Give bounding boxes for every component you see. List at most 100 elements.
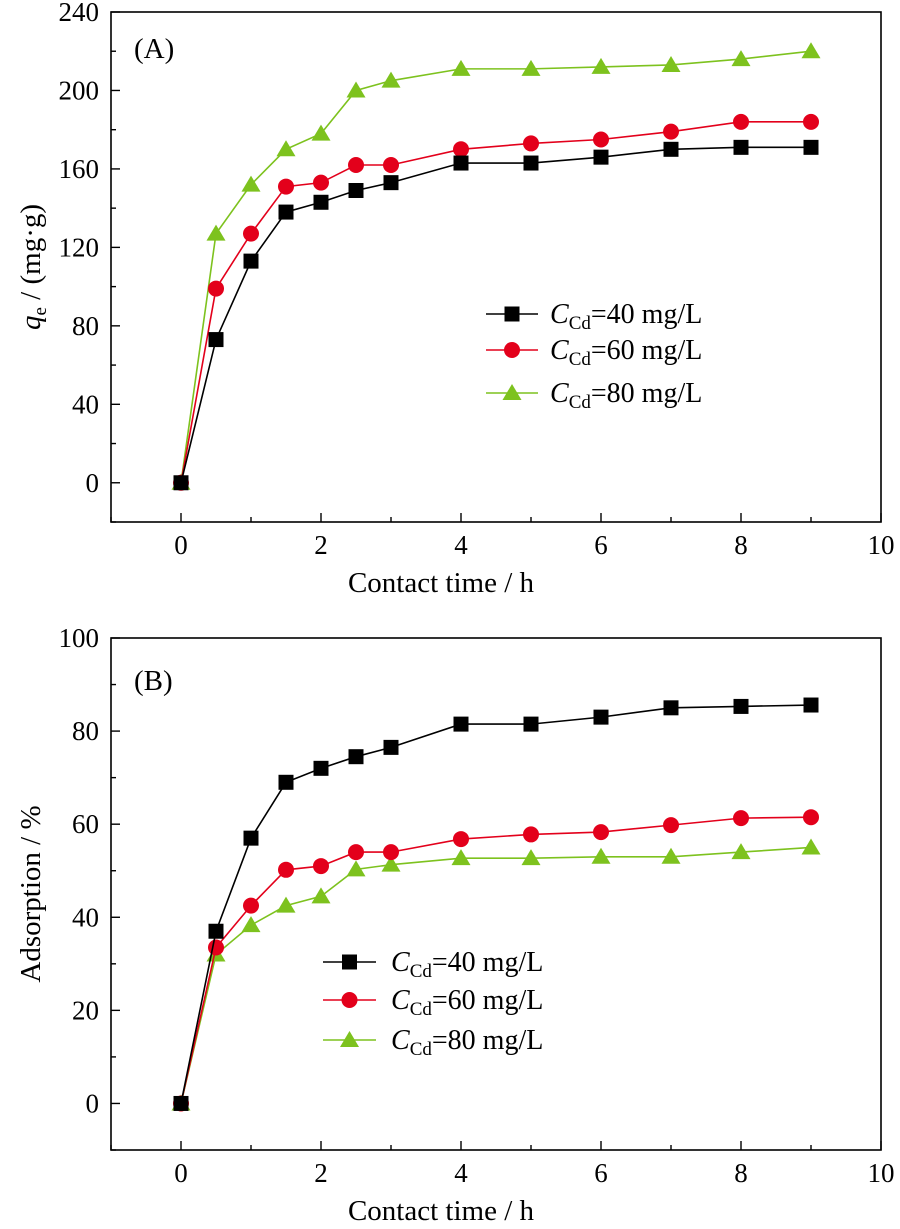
x-tick-label: 10 (868, 1158, 895, 1188)
data-point (523, 826, 539, 843)
data-point (733, 139, 749, 155)
data-point (276, 140, 296, 157)
data-point (241, 175, 261, 192)
data-point (243, 830, 259, 846)
data-point (278, 774, 294, 790)
data-point (276, 896, 296, 913)
data-point (383, 175, 399, 191)
data-point (661, 847, 681, 864)
data-point (381, 855, 401, 872)
legend-entry: CCd=80 mg/L (486, 378, 702, 413)
data-point (453, 831, 469, 848)
legend-marker (504, 342, 520, 358)
legend-entry: CCd=60 mg/L (323, 985, 543, 1020)
data-point (383, 157, 399, 173)
legend-label: CCd=80 mg/L (391, 1025, 543, 1060)
series-line (180, 121, 811, 483)
data-point (348, 749, 364, 765)
data-point (803, 809, 819, 826)
x-tick-label: 6 (594, 1158, 608, 1188)
data-point (733, 113, 749, 130)
legend-marker (502, 384, 522, 400)
legend-label: CCd=60 mg/L (550, 335, 702, 370)
data-point (208, 923, 224, 939)
series-square (173, 139, 819, 491)
y-tick-label: 60 (72, 809, 99, 839)
y-tick-label: 80 (72, 311, 99, 341)
data-point (208, 939, 224, 956)
series-triangle (171, 42, 821, 490)
y-tick-label: 20 (72, 995, 99, 1025)
legend-marker (504, 306, 520, 322)
data-point (243, 225, 259, 242)
data-point (523, 716, 539, 732)
plot-frame (110, 637, 882, 1151)
data-point (663, 700, 679, 716)
data-point (523, 135, 539, 152)
y-tick-label: 0 (86, 1088, 100, 1118)
series-line (180, 50, 812, 483)
data-point (241, 916, 261, 933)
data-point (278, 204, 294, 220)
legend-marker (342, 954, 357, 970)
x-tick-label: 4 (454, 1158, 468, 1188)
data-point (313, 760, 329, 776)
data-point (731, 50, 751, 67)
x-tick-label: 2 (314, 530, 328, 560)
data-point (591, 57, 611, 74)
data-point (381, 71, 401, 88)
data-point (661, 55, 681, 72)
legend-entry: CCd=60 mg/L (486, 335, 702, 370)
data-point (346, 860, 366, 877)
data-point (451, 59, 471, 76)
data-point (663, 817, 679, 834)
data-point (173, 1095, 189, 1111)
data-point (208, 280, 224, 297)
data-point (206, 224, 226, 241)
data-point (523, 155, 539, 171)
series-square (173, 697, 819, 1111)
data-point (313, 858, 329, 875)
legend-label: CCd=80 mg/L (550, 378, 702, 413)
y-tick-label: 80 (72, 716, 99, 746)
data-point (591, 847, 611, 864)
data-point (803, 697, 819, 713)
data-point (313, 194, 329, 210)
x-tick-label: 8 (734, 1158, 748, 1188)
y-tick-label: 240 (59, 0, 100, 27)
chart-panel-a: 0 2 4 6 8 10 0 40 80 120 160 200 240 Contact time / h… (15, 0, 895, 599)
data-point (801, 42, 821, 59)
data-point (593, 709, 609, 725)
legend-marker (340, 1031, 359, 1047)
x-tick-label: 0 (174, 1158, 188, 1188)
x-tick-label: 2 (314, 1158, 328, 1188)
data-point (801, 838, 821, 855)
series-line (180, 146, 811, 483)
data-point (733, 810, 749, 827)
data-point (731, 843, 751, 860)
x-tick-label: 8 (734, 530, 748, 560)
data-point (311, 124, 331, 141)
legend-marker (341, 992, 358, 1008)
y-tick-label: 200 (59, 75, 100, 105)
x-axis-title: Contact time / h (348, 1195, 535, 1227)
y-tick-label: 160 (59, 154, 100, 184)
data-point (451, 849, 471, 866)
plot-frame (110, 11, 882, 523)
data-point (346, 81, 366, 98)
data-point (803, 139, 819, 155)
x-tick-label: 0 (174, 530, 188, 560)
y-tick-label: 0 (86, 468, 100, 498)
data-point (383, 844, 399, 861)
x-tick-label: 6 (594, 530, 608, 560)
data-point (278, 178, 294, 195)
series-circle (173, 809, 819, 1112)
data-point (208, 332, 224, 348)
y-tick-label: 100 (59, 623, 100, 653)
data-point (453, 716, 469, 732)
y-axis-title: Adsorption / % (15, 805, 47, 982)
legend-label: CCd=60 mg/L (391, 985, 543, 1020)
